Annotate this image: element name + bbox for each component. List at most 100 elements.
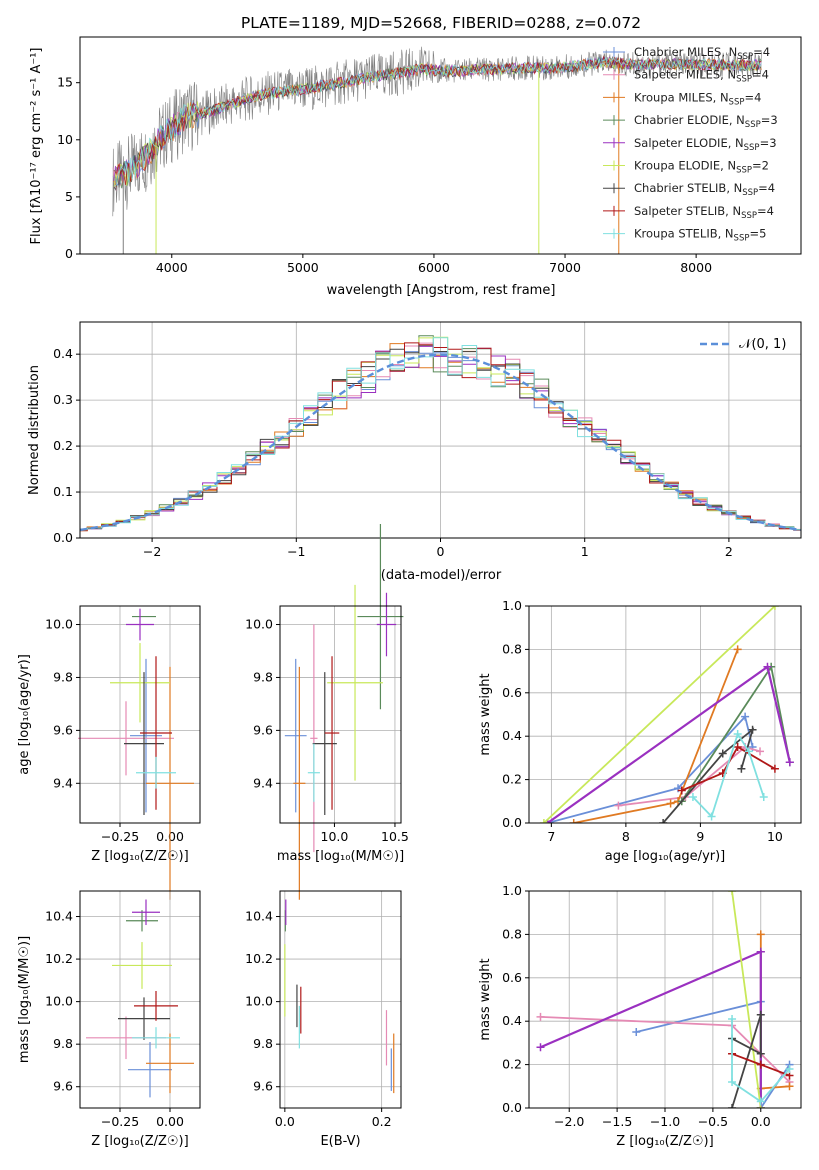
x-tick-label: 1	[581, 544, 589, 559]
histogram-step-line	[80, 337, 801, 531]
x-tick-label: 7000	[549, 260, 581, 275]
y-tick-label: 0.4	[53, 346, 73, 361]
x-tick-label: 10	[767, 829, 783, 844]
axes-frame	[528, 605, 802, 824]
y-tick-label: 10.4	[245, 909, 273, 924]
legend-entry: Salpeter MILES, NSSP=4	[634, 68, 769, 85]
x-tick-label: −1	[287, 544, 305, 559]
x-tick-label: 7	[547, 829, 555, 844]
figure-title: PLATE=1189, MJD=52668, FIBERID=0288, z=0…	[241, 14, 641, 32]
legend-entry: 𝒩(0, 1)	[739, 337, 786, 352]
mass-weight-vs-z-panel: −2.0 −1.5 −1.0 −0.5 0.0 0.0 0.2 0.4 0.6 0.8 1.0 Z […	[478, 883, 802, 1149]
x-axis-label: mass [log₁₀(M/M☉)]	[277, 849, 404, 864]
x-axis-label: Z [log₁₀(Z/Z☉)]	[91, 1134, 188, 1149]
y-tick-label: 10.0	[45, 994, 73, 1009]
y-tick-label: 1.0	[502, 598, 522, 613]
y-tick-label: 10.2	[245, 951, 273, 966]
data-point-marker	[614, 801, 623, 810]
axes-frame	[79, 605, 201, 824]
data-point-marker	[539, 819, 548, 823]
legend-entry: Chabrier STELIB, NSSP=4	[634, 181, 775, 198]
data-point-marker	[756, 747, 765, 756]
data-point-marker	[707, 812, 716, 821]
x-tick-label: 8000	[680, 260, 712, 275]
y-tick-label: 9.6	[53, 722, 73, 737]
legend-entry: Salpeter ELODIE, NSSP=3	[634, 136, 777, 153]
x-axis-label: wavelength [Angstrom, rest frame]	[327, 283, 556, 298]
data-point-marker	[718, 749, 727, 758]
y-tick-label: 9.6	[253, 722, 273, 737]
legend-label: Salpeter ELODIE, N	[634, 136, 744, 150]
legend-sub: SSP	[741, 211, 757, 221]
residual-panel: −2 −1 0 1 2 0.0 0.1 0.2 0.3 0.4 𝒩(0, 1) (data-model…	[27, 321, 802, 583]
legend-tail: =2	[752, 159, 769, 173]
legend-tail: =4	[758, 181, 775, 195]
legend-tail: =4	[744, 90, 761, 104]
y-tick-label: 10.0	[245, 617, 273, 632]
x-tick-label: 0.2	[372, 1114, 392, 1129]
series-line	[731, 1019, 791, 1103]
data-point-marker	[748, 725, 757, 734]
axes-frame	[279, 890, 402, 1109]
x-axis-label: (data-model)/error	[381, 568, 502, 583]
x-tick-label: 0	[437, 544, 445, 559]
y-axis-label: mass weight	[478, 958, 493, 1040]
x-tick-label: 5000	[287, 260, 319, 275]
legend-label: Kroupa ELODIE, N	[634, 159, 736, 173]
legend-tail: =4	[752, 68, 769, 82]
data-point-marker	[728, 1015, 737, 1024]
data-point-marker	[741, 712, 750, 721]
y-tick-label: 10.0	[245, 994, 273, 1009]
y-tick-label: 0.3	[53, 392, 73, 407]
y-tick-label: 10.4	[45, 909, 73, 924]
x-tick-label: −1.5	[602, 1114, 632, 1129]
y-tick-label: 1.0	[502, 883, 522, 898]
y-tick-label: 0.0	[502, 1100, 522, 1115]
legend-sub: SSP	[742, 188, 758, 198]
data-point-marker	[756, 1097, 765, 1106]
axes-frame	[528, 890, 802, 1109]
y-tick-label: 0.8	[502, 641, 522, 656]
x-tick-label: 8	[622, 829, 630, 844]
series-line	[731, 1014, 762, 1108]
legend-sub: SSP	[734, 234, 750, 244]
data-point-marker	[759, 792, 768, 801]
y-axis-label: mass [log₁₀(M/M☉)]	[17, 936, 32, 1063]
data-point-marker	[666, 799, 675, 808]
y-tick-label: 0.4	[502, 1013, 522, 1028]
legend-tail: =3	[760, 136, 777, 150]
legend-tail: =5	[749, 227, 766, 241]
data-point-marker	[632, 1028, 641, 1037]
data-point-marker	[728, 1077, 737, 1086]
x-tick-label: −1.0	[650, 1114, 680, 1129]
legend-entry: Chabrier MILES, NSSP=4	[634, 45, 770, 62]
legend-sub: SSP	[744, 143, 760, 153]
series-lines	[536, 891, 794, 1108]
legend-entry: Kroupa ELODIE, NSSP=2	[634, 159, 769, 176]
legend-entry: Kroupa MILES, NSSP=4	[634, 90, 761, 107]
y-tick-label: 0.8	[502, 926, 522, 941]
x-tick-label: 4000	[156, 260, 188, 275]
series-line	[540, 950, 762, 1108]
age-vs-mass-panel: 10.0 10.5 9.4 9.6 9.8 10.0 mass [log₁₀(M/M☉)]	[245, 523, 409, 900]
y-tick-label: 10	[57, 132, 73, 147]
data-point-marker	[770, 606, 779, 610]
x-axis-label: Z [log₁₀(Z/Z☉)]	[91, 849, 188, 864]
y-tick-label: 0.2	[502, 1057, 522, 1072]
legend-sub: SSP	[737, 52, 753, 62]
legend-sub: SSP	[729, 97, 745, 107]
data-point-marker	[677, 786, 686, 795]
data-point-marker	[785, 758, 794, 767]
y-tick-label: 10.0	[45, 617, 73, 632]
model-spectrum-line	[114, 56, 762, 187]
x-tick-label: 0.0	[751, 1114, 771, 1129]
data-point-marker	[763, 662, 772, 671]
data-point-marker	[756, 1010, 765, 1019]
x-axis-label: E(B-V)	[320, 1134, 360, 1149]
y-tick-label: 9.6	[53, 1079, 73, 1094]
data-point-marker	[569, 819, 578, 823]
data-point-marker	[770, 764, 779, 773]
series-lines	[539, 606, 794, 823]
x-tick-label: 9	[696, 829, 704, 844]
